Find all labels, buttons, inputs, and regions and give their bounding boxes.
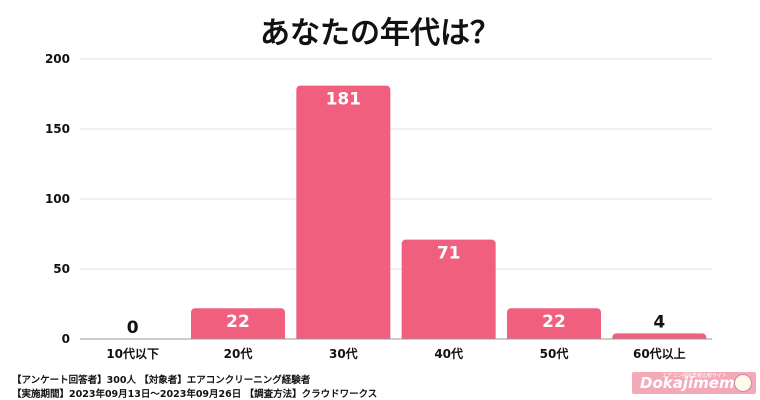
value-labels: 0 22 181 71 22 4: [127, 90, 666, 338]
y-tick-label: 150: [45, 122, 70, 136]
y-tick-label: 50: [53, 262, 70, 276]
survey-info-line-2: 【実施期間】2023年09月13日～2023年09月26日 【調査方法】クラウド…: [12, 389, 378, 400]
gridlines: [80, 58, 712, 270]
logo-tagline: エアコン掃除業者比較サイト: [662, 373, 728, 379]
survey-info-line-1: 【アンケート回答者】300人 【対象者】エアコンクリーニング経験者: [12, 375, 311, 386]
bar: [401, 239, 496, 343]
x-axis: 10代以下 20代 30代 40代 50代 60代以上: [106, 346, 685, 361]
value-label: 71: [437, 244, 461, 264]
value-label: 0: [127, 318, 139, 338]
y-tick-label: 0: [62, 332, 70, 346]
x-tick-label: 50代: [540, 346, 569, 361]
x-tick-label: 30代: [329, 346, 358, 361]
bar: [191, 308, 285, 343]
bar-base-mask: [80, 339, 712, 345]
bar-chart: 0 50 100 150 200 0 22 181 71 22 4 10代以下 20代 30代 40代 5…: [45, 52, 712, 361]
chart-title: あなたの年代は？: [260, 16, 500, 51]
y-tick-label: 100: [45, 192, 70, 206]
x-tick-label: 40代: [434, 346, 463, 361]
sheep-mascot-icon: [734, 374, 752, 392]
x-tick-label: 20代: [224, 346, 253, 361]
value-label: 22: [226, 312, 250, 332]
value-label: 4: [653, 312, 665, 332]
bar: [296, 85, 391, 343]
site-logo: エアコン掃除業者比較サイト Dokajimemo: [632, 372, 756, 394]
value-label: 22: [542, 312, 566, 332]
x-tick-label: 10代以下: [106, 346, 159, 361]
y-tick-label: 200: [45, 52, 70, 66]
bar: [507, 308, 601, 343]
x-tick-label: 60代以上: [633, 346, 686, 361]
logo-brand: Dokajimemo: [640, 374, 745, 392]
value-label: 181: [326, 90, 362, 110]
bars: [80, 85, 712, 345]
